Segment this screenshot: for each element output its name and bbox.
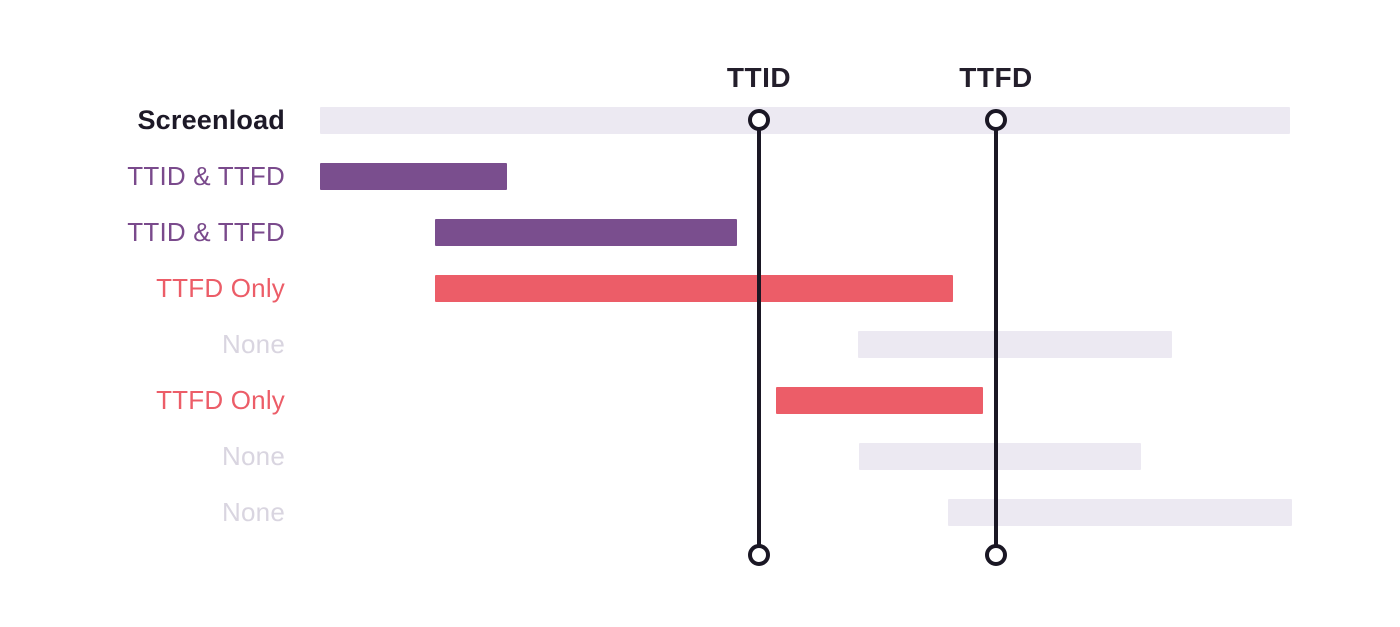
row-label-ttid_ttfd: TTID & TTFD (127, 217, 285, 247)
span-bar-none (948, 499, 1292, 526)
span-bar-none (859, 443, 1141, 470)
span-bar-none (858, 331, 1172, 358)
ttfd-marker-line (994, 120, 998, 555)
span-bar-ttfd_only (435, 275, 953, 302)
ttfd-bottom-circle (985, 544, 1007, 566)
row-label-ttfd_only: TTFD Only (156, 273, 285, 303)
row-label-none: None (222, 441, 285, 471)
ttfd-marker-label: TTFD (959, 62, 1033, 93)
span-bar-screenload (320, 107, 1290, 134)
row-label-ttid_ttfd: TTID & TTFD (127, 161, 285, 191)
span-bar-ttid_ttfd (435, 219, 737, 246)
ttid-marker-label: TTID (726, 62, 792, 93)
row-label-ttfd_only: TTFD Only (156, 385, 285, 415)
ttid-bottom-circle (748, 544, 770, 566)
row-label-screenload: Screenload (137, 105, 285, 135)
span-bar-ttid_ttfd (320, 163, 507, 190)
ttfd-top-circle (985, 109, 1007, 131)
row-label-none: None (222, 497, 285, 527)
ttid-marker-line (757, 120, 761, 555)
ttid-top-circle (748, 109, 770, 131)
row-label-none: None (222, 329, 285, 359)
span-bar-ttfd_only (776, 387, 983, 414)
